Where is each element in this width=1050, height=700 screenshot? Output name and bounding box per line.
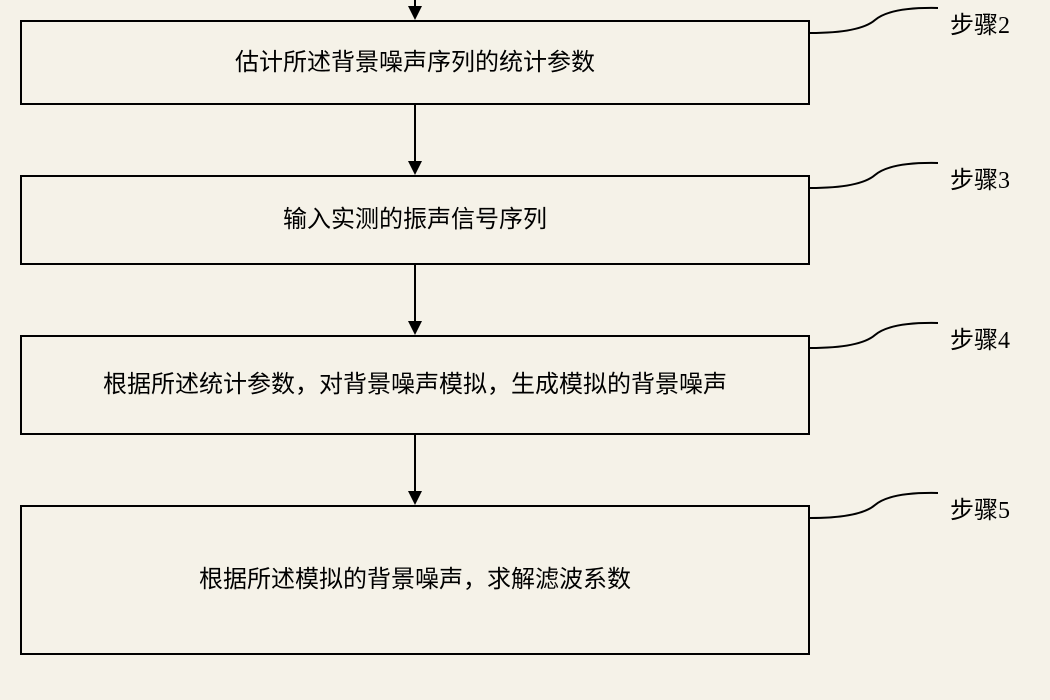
arrow-head-4-5 [408, 491, 422, 505]
arrow-line-4-5 [414, 435, 416, 491]
arrow-line-3-4 [414, 265, 416, 321]
flow-box-step2: 估计所述背景噪声序列的统计参数 [20, 20, 810, 105]
arrow-head-3-4 [408, 321, 422, 335]
step-label-5: 步骤5 [950, 490, 1010, 525]
step-label-4: 步骤4 [950, 320, 1010, 355]
step-label-3: 步骤3 [950, 160, 1010, 195]
flow-box-step3-text: 输入实测的振声信号序列 [283, 202, 547, 238]
flow-box-step3: 输入实测的振声信号序列 [20, 175, 810, 265]
flow-box-step4: 根据所述统计参数，对背景噪声模拟，生成模拟的背景噪声 [20, 335, 810, 435]
flow-box-step5-text: 根据所述模拟的背景噪声，求解滤波系数 [199, 562, 631, 598]
arrow-head-2-3 [408, 161, 422, 175]
connector-curve-step4 [810, 315, 950, 365]
flow-box-step5: 根据所述模拟的背景噪声，求解滤波系数 [20, 505, 810, 655]
flowchart-container: 估计所述背景噪声序列的统计参数 步骤2 输入实测的振声信号序列 步骤3 根据所述… [0, 0, 1050, 700]
arrow-line-2-3 [414, 105, 416, 161]
flow-box-step2-text: 估计所述背景噪声序列的统计参数 [235, 45, 595, 81]
connector-curve-step3 [810, 155, 950, 205]
connector-curve-step2 [810, 0, 950, 50]
connector-curve-step5 [810, 485, 950, 535]
arrow-head-into-step2 [408, 6, 422, 20]
step-label-2: 步骤2 [950, 5, 1010, 40]
flow-box-step4-text: 根据所述统计参数，对背景噪声模拟，生成模拟的背景噪声 [103, 367, 727, 403]
